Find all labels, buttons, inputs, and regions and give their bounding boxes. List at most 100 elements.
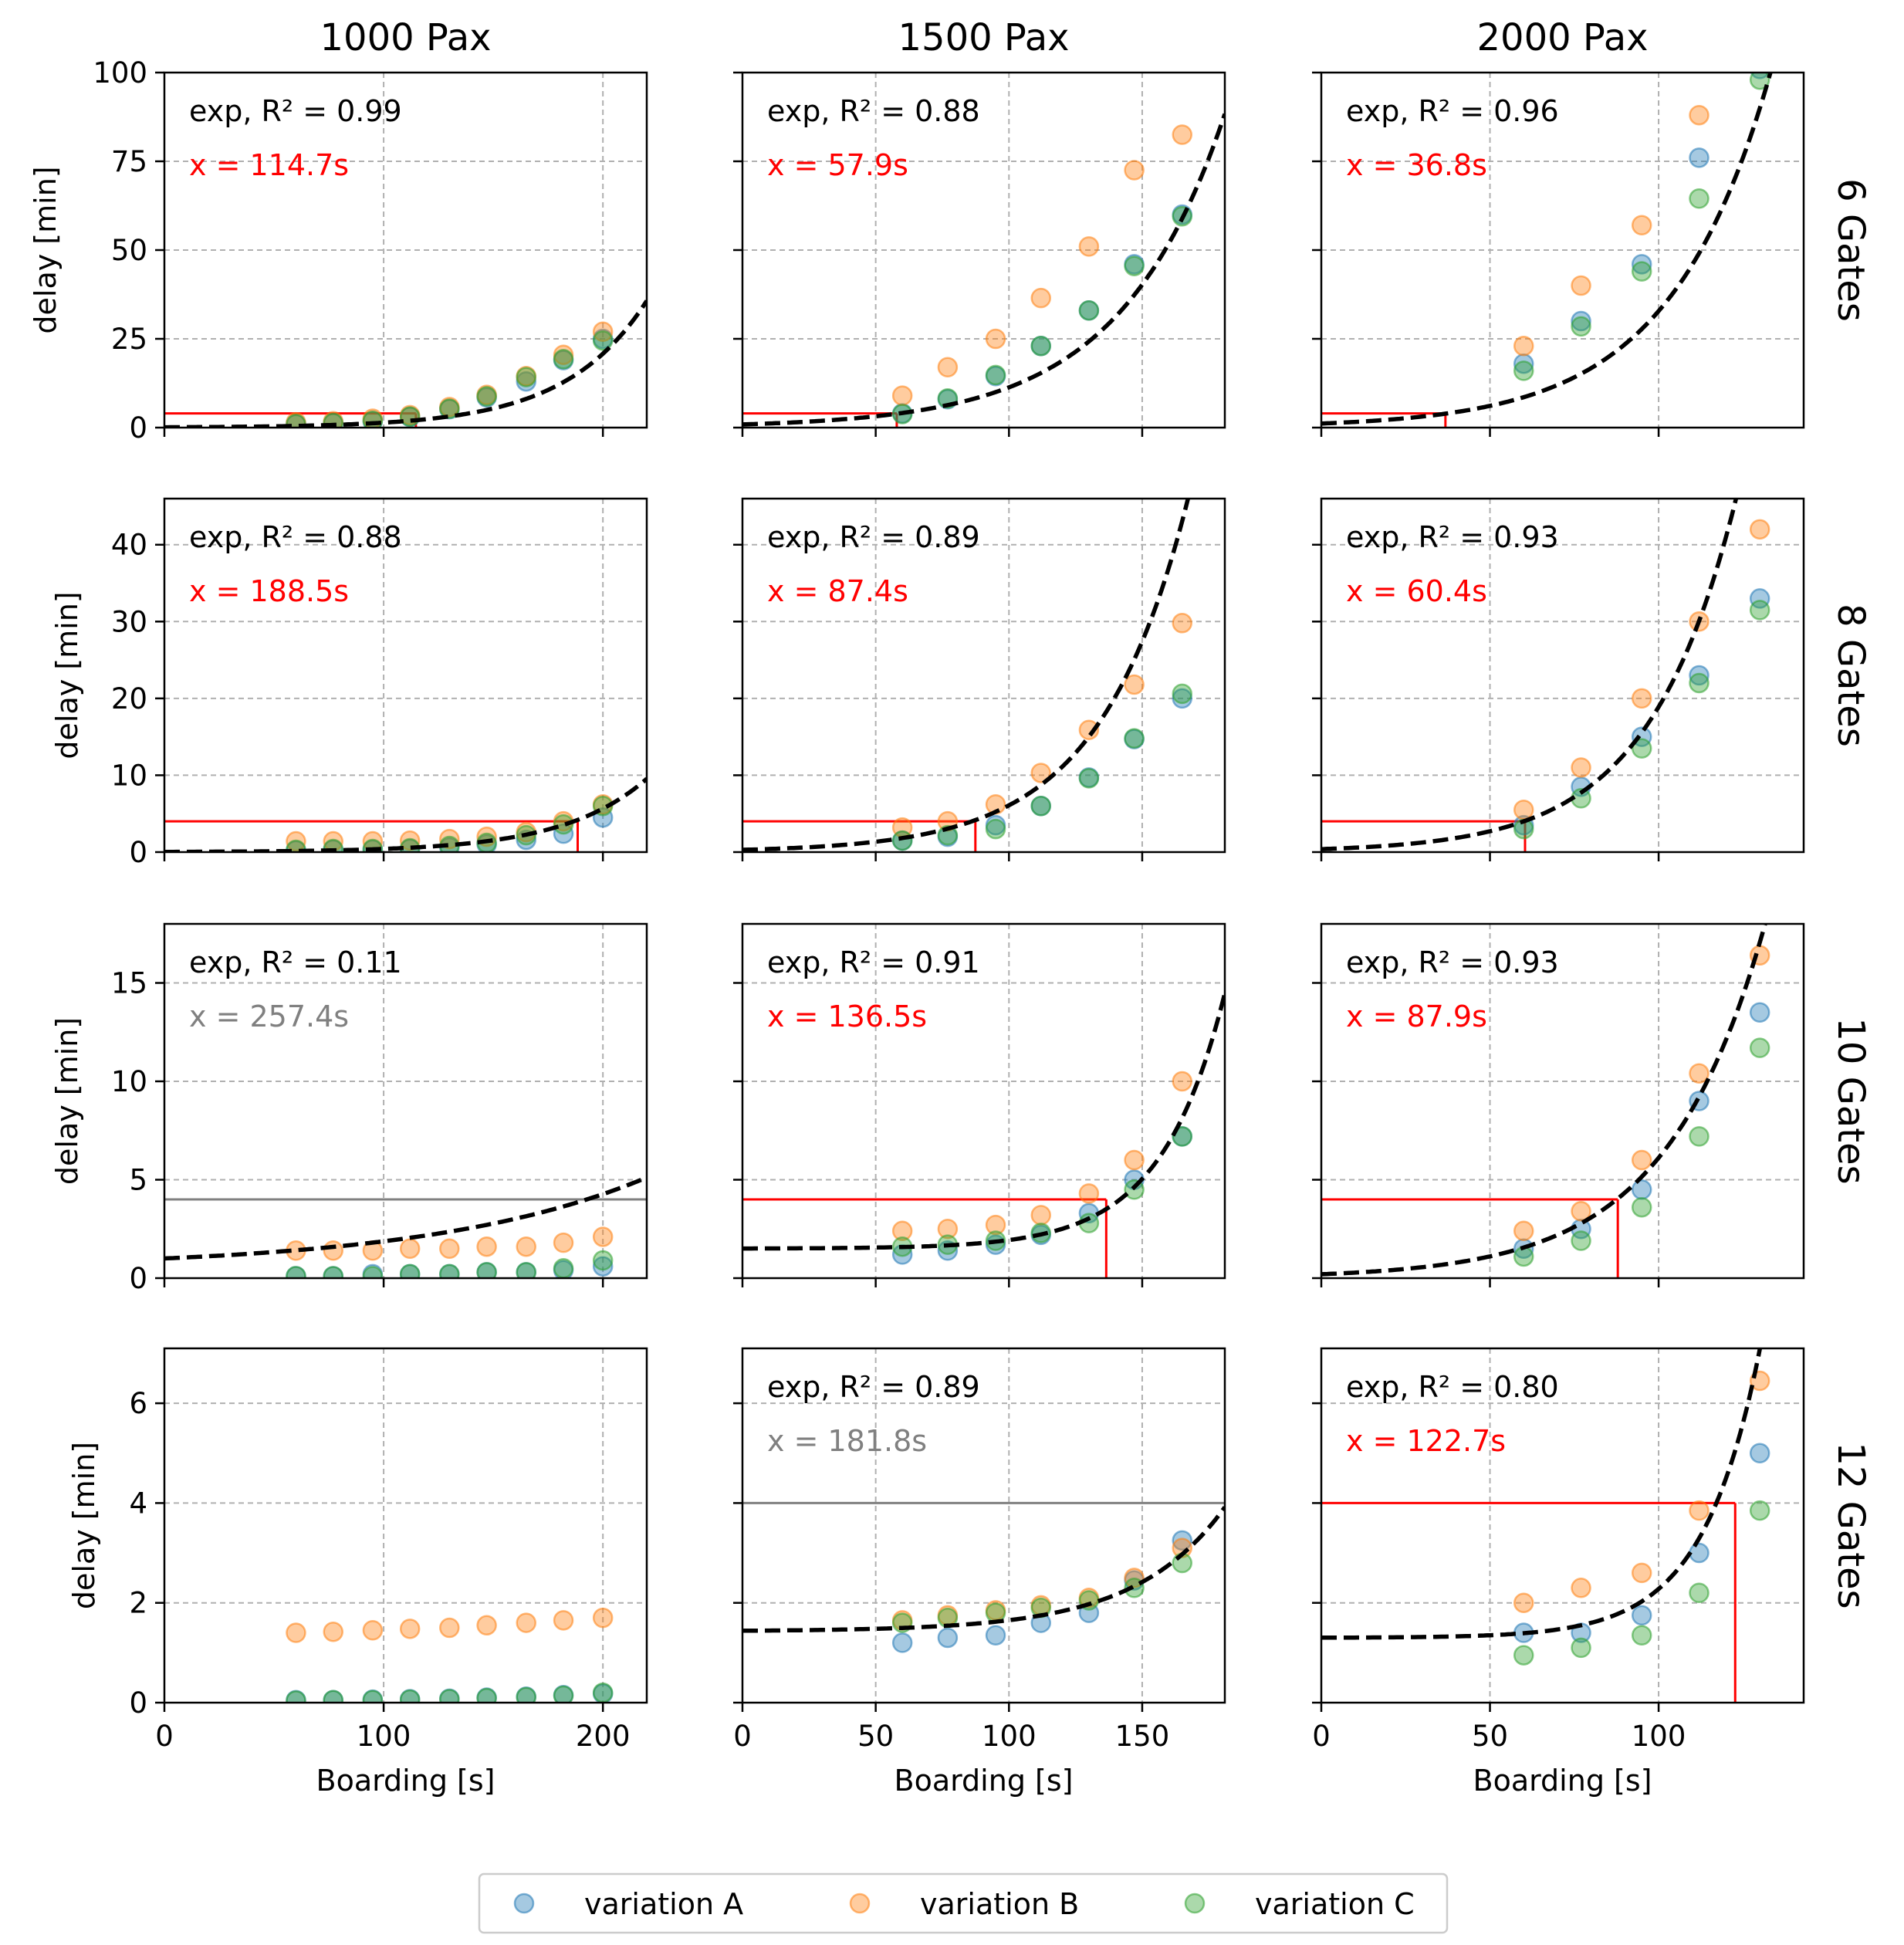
point-variation-a [592, 1256, 614, 1277]
legend-marker-variation-a [513, 1893, 535, 1914]
threshold-x-label: x = 57.9s [767, 148, 908, 182]
x-tick-label: 0 [1312, 1720, 1331, 1753]
point-variation-b [1571, 275, 1591, 296]
point-variation-b [1513, 1220, 1534, 1242]
point-variation-a [1631, 1179, 1652, 1200]
x-axis-label: Boarding [s] [895, 1764, 1074, 1798]
point-variation-c [1078, 299, 1100, 321]
point-variation-c [286, 1690, 306, 1703]
point-variation-b [439, 1238, 460, 1259]
plot-content [164, 499, 647, 852]
fit-label: exp, R² = 0.88 [767, 94, 980, 128]
point-variation-c [1631, 1625, 1652, 1646]
plot-area [164, 499, 647, 852]
plot-content [1321, 73, 1804, 428]
axes-frame [1320, 1347, 1805, 1704]
point-variation-b [1631, 215, 1652, 236]
point-variation-b [1078, 1183, 1100, 1204]
point-variation-c [1030, 796, 1051, 817]
point-variation-c [1689, 672, 1710, 694]
point-variation-b [476, 1615, 497, 1636]
x-tick-label: 200 [576, 1720, 631, 1753]
plot-content [742, 73, 1225, 428]
x-axis-label: Boarding [s] [1473, 1764, 1652, 1798]
fit-label: exp, R² = 0.89 [767, 520, 980, 554]
panel-r3-c2: exp, R² = 0.80 x = 122.7s 0 50 100 Boarding [… [1312, 1347, 1805, 1798]
point-variation-a [1631, 1605, 1652, 1626]
point-variation-b [1571, 1201, 1591, 1222]
point-variation-b [1030, 287, 1051, 309]
point-variation-c [476, 1687, 497, 1703]
point-variation-b [891, 385, 913, 406]
point-variation-c [985, 364, 1006, 386]
point-variation-b [592, 1226, 614, 1247]
point-variation-c [323, 1266, 343, 1278]
legend-box [478, 1872, 1449, 1934]
point-variation-c [439, 1689, 460, 1703]
y-tick-label: 0 [129, 411, 147, 445]
fit-label: exp, R² = 0.96 [1346, 94, 1559, 128]
point-variation-b [399, 1619, 421, 1639]
point-variation-c [476, 386, 497, 407]
point-variation-c [1124, 1578, 1145, 1598]
y-tick-label: 75 [111, 145, 147, 178]
point-variation-c [516, 367, 536, 387]
plot-area [164, 1348, 647, 1703]
point-variation-b [1571, 1578, 1591, 1598]
point-variation-c [476, 1262, 497, 1278]
point-variation-b [1689, 1063, 1710, 1084]
point-variation-c [1513, 1645, 1534, 1666]
point-variation-c [1631, 261, 1652, 282]
y-tick-label: 15 [111, 967, 147, 1000]
point-variation-b [1030, 1205, 1051, 1226]
point-variation-a [1172, 688, 1193, 709]
point-variation-c [1513, 360, 1534, 381]
point-variation-a [1689, 1542, 1710, 1564]
fit-curve [1321, 924, 1767, 1277]
point-variation-c [1571, 316, 1591, 337]
axes-frame [1320, 497, 1805, 854]
x-axis-label: Boarding [s] [316, 1764, 495, 1798]
fit-label: exp, R² = 0.80 [1346, 1370, 1559, 1404]
point-variation-c [1172, 1126, 1193, 1147]
point-variation-c [553, 348, 574, 370]
fit-curve [742, 113, 1225, 427]
point-variation-b [592, 1607, 614, 1629]
panel-r3-c0: 0 100 200 0 2 4 6 Boarding [s] delay [min] [67, 1347, 648, 1798]
plot-area [1321, 499, 1804, 852]
column-title-0: 1000 Pax [320, 16, 491, 59]
y-tick-label: 6 [129, 1387, 147, 1420]
y-tick-label: 0 [129, 836, 147, 869]
panel-r0-c1: exp, R² = 0.88 x = 57.9s [733, 71, 1226, 437]
point-variation-c [1571, 1230, 1591, 1251]
panel-r2-c2: exp, R² = 0.93 x = 87.9s [1312, 922, 1805, 1287]
point-variation-b [323, 1621, 343, 1642]
threshold-x-label: x = 87.9s [1346, 1000, 1487, 1033]
point-variation-b [1124, 160, 1145, 181]
point-variation-b [1513, 799, 1534, 820]
x-tick-label: 100 [357, 1720, 411, 1753]
plot-content [1321, 1348, 1804, 1703]
legend-label-variation-a: variation A [584, 1887, 743, 1921]
point-variation-c [1689, 1126, 1710, 1147]
x-tick-label: 100 [982, 1720, 1037, 1753]
fit-label: exp, R² = 0.93 [1346, 945, 1559, 979]
point-variation-b [1030, 763, 1051, 783]
threshold-x-label: x = 257.4s [189, 1000, 349, 1033]
point-variation-c [592, 330, 614, 351]
threshold-x-label: x = 87.4s [767, 574, 908, 608]
point-variation-c [286, 1266, 306, 1278]
point-variation-b [516, 1236, 536, 1257]
axes-frame [741, 1347, 1226, 1704]
point-variation-b [1172, 613, 1193, 634]
threshold-x-label: x = 122.7s [1346, 1424, 1506, 1458]
column-title-2: 2000 Pax [1476, 16, 1648, 59]
y-tick-label: 30 [111, 605, 147, 638]
point-variation-c [553, 814, 574, 835]
point-variation-c [516, 1262, 536, 1278]
panel-r1-c0: exp, R² = 0.88 x = 188.5s 0 10 20 30 40 delay [… [50, 497, 648, 869]
panel-r2-c0: exp, R² = 0.11 x = 257.4s 0 5 10 15 delay [min… [50, 922, 648, 1295]
point-variation-a [891, 1632, 913, 1653]
fit-curve [1321, 499, 1739, 851]
